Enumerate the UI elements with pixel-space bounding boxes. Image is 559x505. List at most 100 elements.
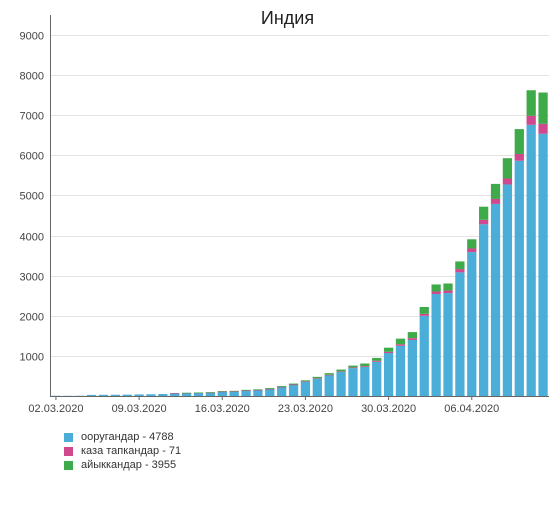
bar-segment-series-2[interactable] [467,239,477,249]
bar-segment-series-0[interactable] [300,381,311,396]
bar-segment-series-1[interactable] [229,391,239,392]
bar-segment-series-0[interactable] [193,392,204,396]
bar-segment-series-0[interactable] [538,133,548,396]
bar-segment-series-0[interactable] [502,184,513,396]
bar-segment-series-0[interactable] [455,272,465,396]
bar-segment-series-2[interactable] [205,392,216,393]
legend-item[interactable]: каза тапкандар - 71 [64,444,181,458]
bar-segment-series-0[interactable] [158,393,168,396]
bar-segment-series-0[interactable] [419,315,429,396]
bar-segment-series-1[interactable] [360,366,370,367]
bar-segment-series-0[interactable] [467,252,477,396]
bar-segment-series-1[interactable] [383,351,394,354]
bar-segment-series-0[interactable] [146,394,156,396]
bar-segment-series-0[interactable] [288,384,299,396]
bar-segment-series-0[interactable] [443,293,453,396]
bar-segment-series-0[interactable] [217,391,227,396]
bar-segment-series-2[interactable] [395,338,406,345]
bar-segment-series-0[interactable] [134,394,144,396]
bar-segment-series-1[interactable] [324,374,334,376]
bar-segment-series-1[interactable] [312,378,322,379]
bar-segment-series-0[interactable] [514,160,524,396]
bar-segment-series-2[interactable] [502,158,513,179]
bar-segment-series-0[interactable] [86,394,97,396]
bar-segment-series-1[interactable] [395,344,406,346]
bar-segment-series-2[interactable] [455,261,465,270]
bar-segment-series-1[interactable] [288,384,299,386]
bar-segment-series-0[interactable] [229,391,239,396]
bar-segment-series-0[interactable] [98,394,109,396]
legend-item[interactable]: айыккандар - 3955 [64,458,181,472]
bar-segment-series-2[interactable] [407,332,418,339]
bar-segment-series-2[interactable] [253,389,263,390]
bar-segment-series-0[interactable] [205,392,216,396]
bar-segment-series-2[interactable] [479,206,489,220]
bar-segment-series-1[interactable] [241,390,251,391]
bar-segment-series-1[interactable] [372,360,382,362]
bar-segment-series-0[interactable] [241,390,251,396]
bar-segment-series-0[interactable] [383,353,394,396]
bar-segment-series-2[interactable] [431,284,441,292]
bar-segment-series-1[interactable] [170,393,180,394]
bar-segment-series-0[interactable] [253,389,263,396]
bar-segment-series-2[interactable] [514,129,524,154]
bar-segment-series-2[interactable] [300,380,311,382]
bar-segment-series-2[interactable] [277,385,287,387]
bar-segment-series-2[interactable] [419,306,429,314]
bar-segment-series-2[interactable] [336,369,346,372]
bar-segment-series-0[interactable] [122,394,132,396]
bar-segment-series-1[interactable] [300,381,311,382]
bar-segment-series-2[interactable] [265,387,275,389]
bar-segment-series-1[interactable] [217,391,227,393]
bar-segment-series-2[interactable] [324,373,334,375]
bar-segment-series-1[interactable] [277,386,287,388]
bar-segment-series-0[interactable] [324,375,334,396]
bar-segment-series-1[interactable] [526,115,536,125]
bar-segment-series-1[interactable] [502,178,513,185]
bar-segment-series-1[interactable] [348,367,358,369]
bar-segment-series-2[interactable] [229,390,239,392]
bar-segment-series-1[interactable] [205,392,216,394]
bar-segment-series-1[interactable] [443,290,453,294]
bar-segment-series-0[interactable] [526,124,536,396]
legend-item[interactable]: ооругандар - 4788 [64,430,181,444]
bar-segment-series-1[interactable] [431,291,441,294]
bar-segment-series-2[interactable] [181,392,192,394]
bar-segment-series-1[interactable] [490,198,501,204]
bar-segment-series-0[interactable] [170,393,180,396]
bar-segment-series-1[interactable] [419,313,429,316]
bar-segment-series-0[interactable] [431,293,441,396]
bar-segment-series-0[interactable] [479,224,489,396]
bar-segment-series-0[interactable] [348,368,358,396]
bar-segment-series-2[interactable] [217,391,227,392]
bar-segment-series-1[interactable] [455,269,465,273]
bar-segment-series-0[interactable] [336,371,346,396]
bar-segment-series-0[interactable] [277,387,287,396]
bar-segment-series-2[interactable] [538,92,548,124]
bar-segment-series-2[interactable] [526,90,536,116]
bar-segment-series-1[interactable] [538,123,548,134]
bar-segment-series-1[interactable] [514,153,524,161]
bar-segment-series-0[interactable] [312,378,322,396]
bar-segment-series-0[interactable] [407,339,418,396]
bar-segment-series-2[interactable] [360,363,370,367]
bar-segment-series-2[interactable] [312,376,322,379]
bar-segment-series-1[interactable] [407,338,418,340]
bar-segment-series-0[interactable] [265,389,275,396]
bar-segment-series-2[interactable] [241,389,251,391]
bar-segment-series-0[interactable] [395,345,406,396]
bar-segment-series-0[interactable] [110,394,120,396]
bar-segment-series-2[interactable] [193,392,204,394]
bar-segment-series-2[interactable] [288,383,299,385]
bar-segment-series-0[interactable] [372,361,382,396]
bar-segment-series-2[interactable] [348,365,358,368]
bar-segment-series-1[interactable] [336,371,346,372]
bar-segment-series-2[interactable] [490,183,501,199]
bar-segment-series-1[interactable] [467,248,477,253]
bar-segment-series-0[interactable] [490,203,501,396]
bar-segment-series-2[interactable] [383,347,394,352]
bar-segment-series-1[interactable] [265,388,275,390]
bar-segment-series-1[interactable] [253,389,263,391]
bar-segment-series-1[interactable] [479,219,489,225]
bar-segment-series-0[interactable] [181,392,192,396]
